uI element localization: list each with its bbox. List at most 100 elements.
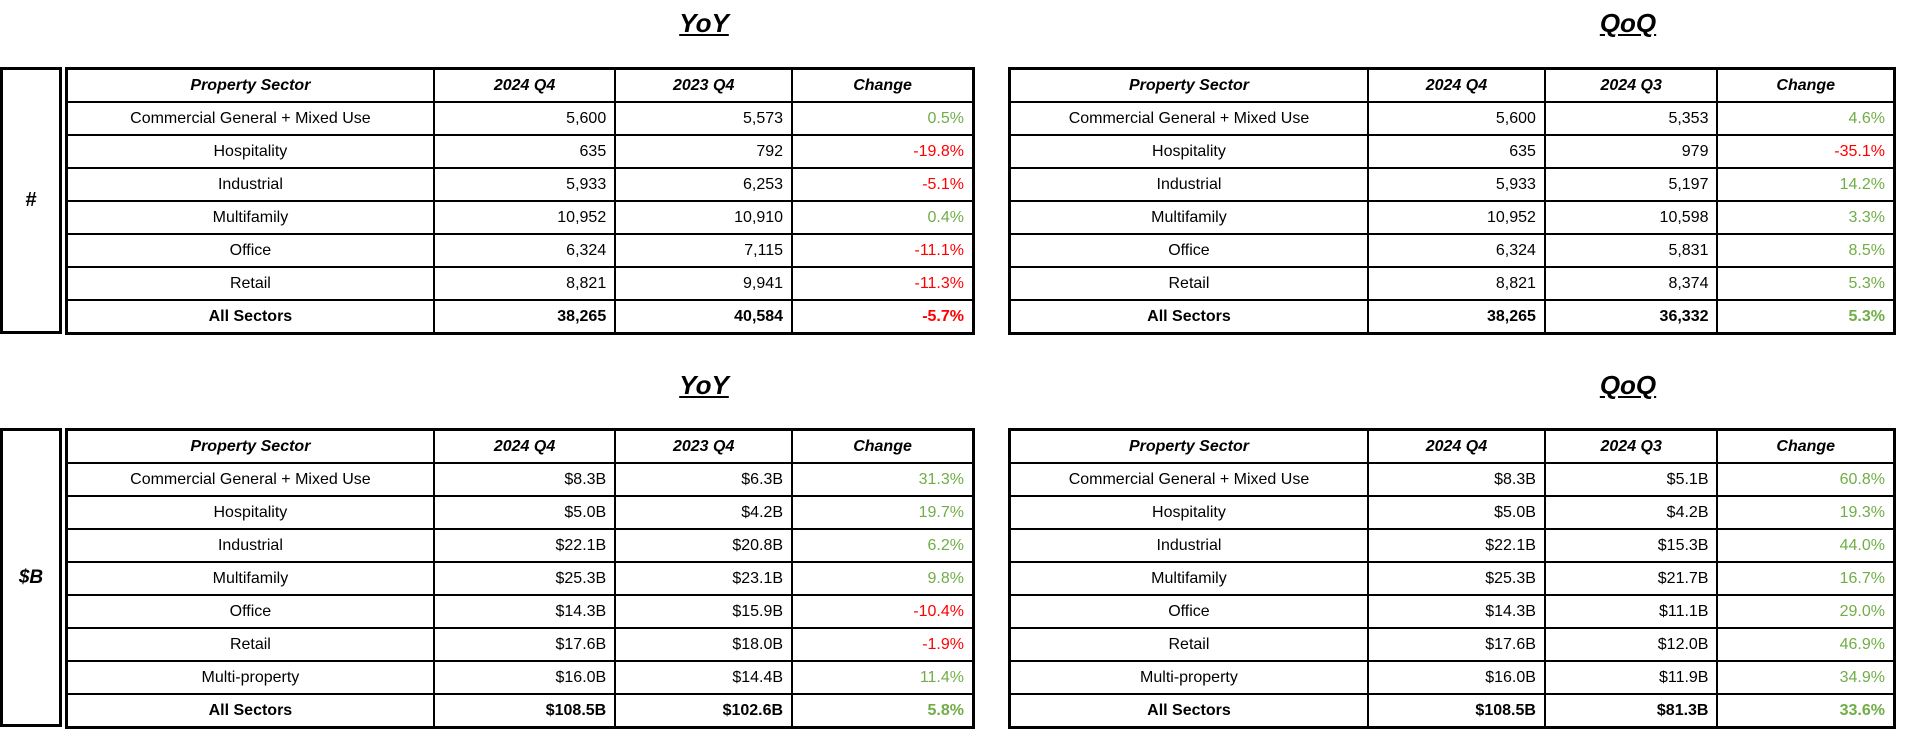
- prior-value-cell: $18.0B: [614, 627, 794, 662]
- prior-value-cell: 36,332: [1543, 299, 1719, 335]
- prior-value-cell: $11.1B: [1543, 594, 1719, 629]
- column-header-property-sector: Property Sector: [65, 428, 435, 464]
- total-row: All Sectors 38,265 40,584 -5.7%: [65, 299, 975, 335]
- data-table: Property Sector 2024 Q4 2023 Q4 Change C…: [65, 428, 975, 729]
- table-row: Hospitality 635 979 -35.1%: [1008, 134, 1896, 169]
- table-row: Multifamily 10,952 10,910 0.4%: [65, 200, 975, 235]
- sector-cell: Hospitality: [65, 495, 435, 530]
- prior-value-cell: $102.6B: [614, 693, 794, 729]
- column-header-current-period: 2024 Q4: [1366, 67, 1546, 103]
- change-cell: 60.8%: [1716, 462, 1896, 497]
- sector-cell: Multifamily: [65, 561, 435, 596]
- change-cell: -5.1%: [791, 167, 975, 202]
- table-row: Multifamily $25.3B $23.1B 9.8%: [65, 561, 975, 596]
- sector-cell: All Sectors: [1008, 299, 1369, 335]
- header-row: Property Sector 2024 Q4 2024 Q3 Change: [1008, 67, 1896, 103]
- change-cell: 0.4%: [791, 200, 975, 235]
- prior-value-cell: $15.3B: [1543, 528, 1719, 563]
- sector-cell: Office: [65, 594, 435, 629]
- column-header-prior-period: 2024 Q3: [1543, 67, 1719, 103]
- change-cell: 19.7%: [791, 495, 975, 530]
- yoy-count-table: Property Sector 2024 Q4 2023 Q4 Change C…: [65, 67, 975, 335]
- change-cell: -11.3%: [791, 266, 975, 301]
- sector-cell: Multi-property: [1008, 660, 1369, 695]
- prior-value-cell: 9,941: [614, 266, 794, 301]
- prior-value-cell: $11.9B: [1543, 660, 1719, 695]
- current-value-cell: $108.5B: [432, 693, 617, 729]
- table-row: Industrial 5,933 6,253 -5.1%: [65, 167, 975, 202]
- change-cell: 5.3%: [1716, 299, 1896, 335]
- sector-cell: Commercial General + Mixed Use: [1008, 101, 1369, 136]
- current-value-cell: $8.3B: [1366, 462, 1546, 497]
- current-value-cell: 38,265: [432, 299, 617, 335]
- table-body: Commercial General + Mixed Use $8.3B $5.1B…: [1008, 462, 1896, 729]
- table-body: Commercial General + Mixed Use 5,600 5,573…: [65, 101, 975, 335]
- current-value-cell: 8,821: [1366, 266, 1546, 301]
- change-cell: 4.6%: [1716, 101, 1896, 136]
- current-value-cell: $5.0B: [1366, 495, 1546, 530]
- qoq-volume-table: Property Sector 2024 Q4 2024 Q3 Change C…: [1008, 428, 1896, 729]
- table-header: Property Sector 2024 Q4 2023 Q4 Change: [65, 67, 975, 103]
- change-cell: -5.7%: [791, 299, 975, 335]
- total-row: All Sectors $108.5B $81.3B 33.6%: [1008, 693, 1896, 729]
- qoq-volume-title: QoQ: [1599, 370, 1657, 400]
- total-row: All Sectors $108.5B $102.6B 5.8%: [65, 693, 975, 729]
- prior-value-cell: $14.4B: [614, 660, 794, 695]
- sector-cell: Office: [1008, 594, 1369, 629]
- table-row: Retail 8,821 8,374 5.3%: [1008, 266, 1896, 301]
- table-body: Commercial General + Mixed Use 5,600 5,353…: [1008, 101, 1896, 335]
- change-cell: 0.5%: [791, 101, 975, 136]
- prior-value-cell: $12.0B: [1543, 627, 1719, 662]
- sector-cell: Commercial General + Mixed Use: [65, 462, 435, 497]
- current-value-cell: 10,952: [432, 200, 617, 235]
- table-header: Property Sector 2024 Q4 2024 Q3 Change: [1008, 428, 1896, 464]
- change-cell: 46.9%: [1716, 627, 1896, 662]
- table-row: Office $14.3B $11.1B 29.0%: [1008, 594, 1896, 629]
- table-row: Multifamily $25.3B $21.7B 16.7%: [1008, 561, 1896, 596]
- column-header-change: Change: [1716, 428, 1896, 464]
- current-value-cell: 6,324: [432, 233, 617, 268]
- sector-cell: Commercial General + Mixed Use: [65, 101, 435, 136]
- current-value-cell: 635: [1366, 134, 1546, 169]
- count-unit-label: #: [0, 67, 62, 334]
- prior-value-cell: $4.2B: [1543, 495, 1719, 530]
- sector-cell: Industrial: [1008, 528, 1369, 563]
- header-row: Property Sector 2024 Q4 2023 Q4 Change: [65, 428, 975, 464]
- current-value-cell: $22.1B: [432, 528, 617, 563]
- sector-cell: Office: [1008, 233, 1369, 268]
- prior-value-cell: 5,353: [1543, 101, 1719, 136]
- column-header-current-period: 2024 Q4: [432, 67, 617, 103]
- current-value-cell: $108.5B: [1366, 693, 1546, 729]
- change-cell: 31.3%: [791, 462, 975, 497]
- column-header-property-sector: Property Sector: [65, 67, 435, 103]
- current-value-cell: 38,265: [1366, 299, 1546, 335]
- prior-value-cell: 8,374: [1543, 266, 1719, 301]
- column-header-prior-period: 2023 Q4: [614, 67, 794, 103]
- change-cell: -10.4%: [791, 594, 975, 629]
- change-cell: 11.4%: [791, 660, 975, 695]
- table-row: Retail 8,821 9,941 -11.3%: [65, 266, 975, 301]
- current-value-cell: 635: [432, 134, 617, 169]
- prior-value-cell: 7,115: [614, 233, 794, 268]
- table-row: Office 6,324 5,831 8.5%: [1008, 233, 1896, 268]
- sector-cell: Industrial: [1008, 167, 1369, 202]
- change-cell: 3.3%: [1716, 200, 1896, 235]
- sector-cell: Hospitality: [65, 134, 435, 169]
- prior-value-cell: $81.3B: [1543, 693, 1719, 729]
- sector-cell: Industrial: [65, 528, 435, 563]
- prior-value-cell: 979: [1543, 134, 1719, 169]
- prior-value-cell: $20.8B: [614, 528, 794, 563]
- prior-value-cell: 792: [614, 134, 794, 169]
- table-body: Commercial General + Mixed Use $8.3B $6.3B…: [65, 462, 975, 729]
- current-value-cell: $16.0B: [1366, 660, 1546, 695]
- yoy-count-title: YoY: [679, 8, 729, 38]
- change-cell: 16.7%: [1716, 561, 1896, 596]
- current-value-cell: 5,600: [432, 101, 617, 136]
- current-value-cell: $17.6B: [432, 627, 617, 662]
- current-value-cell: 5,600: [1366, 101, 1546, 136]
- prior-value-cell: $15.9B: [614, 594, 794, 629]
- current-value-cell: 10,952: [1366, 200, 1546, 235]
- change-cell: 14.2%: [1716, 167, 1896, 202]
- yoy-volume-title: YoY: [679, 370, 729, 400]
- change-cell: 34.9%: [1716, 660, 1896, 695]
